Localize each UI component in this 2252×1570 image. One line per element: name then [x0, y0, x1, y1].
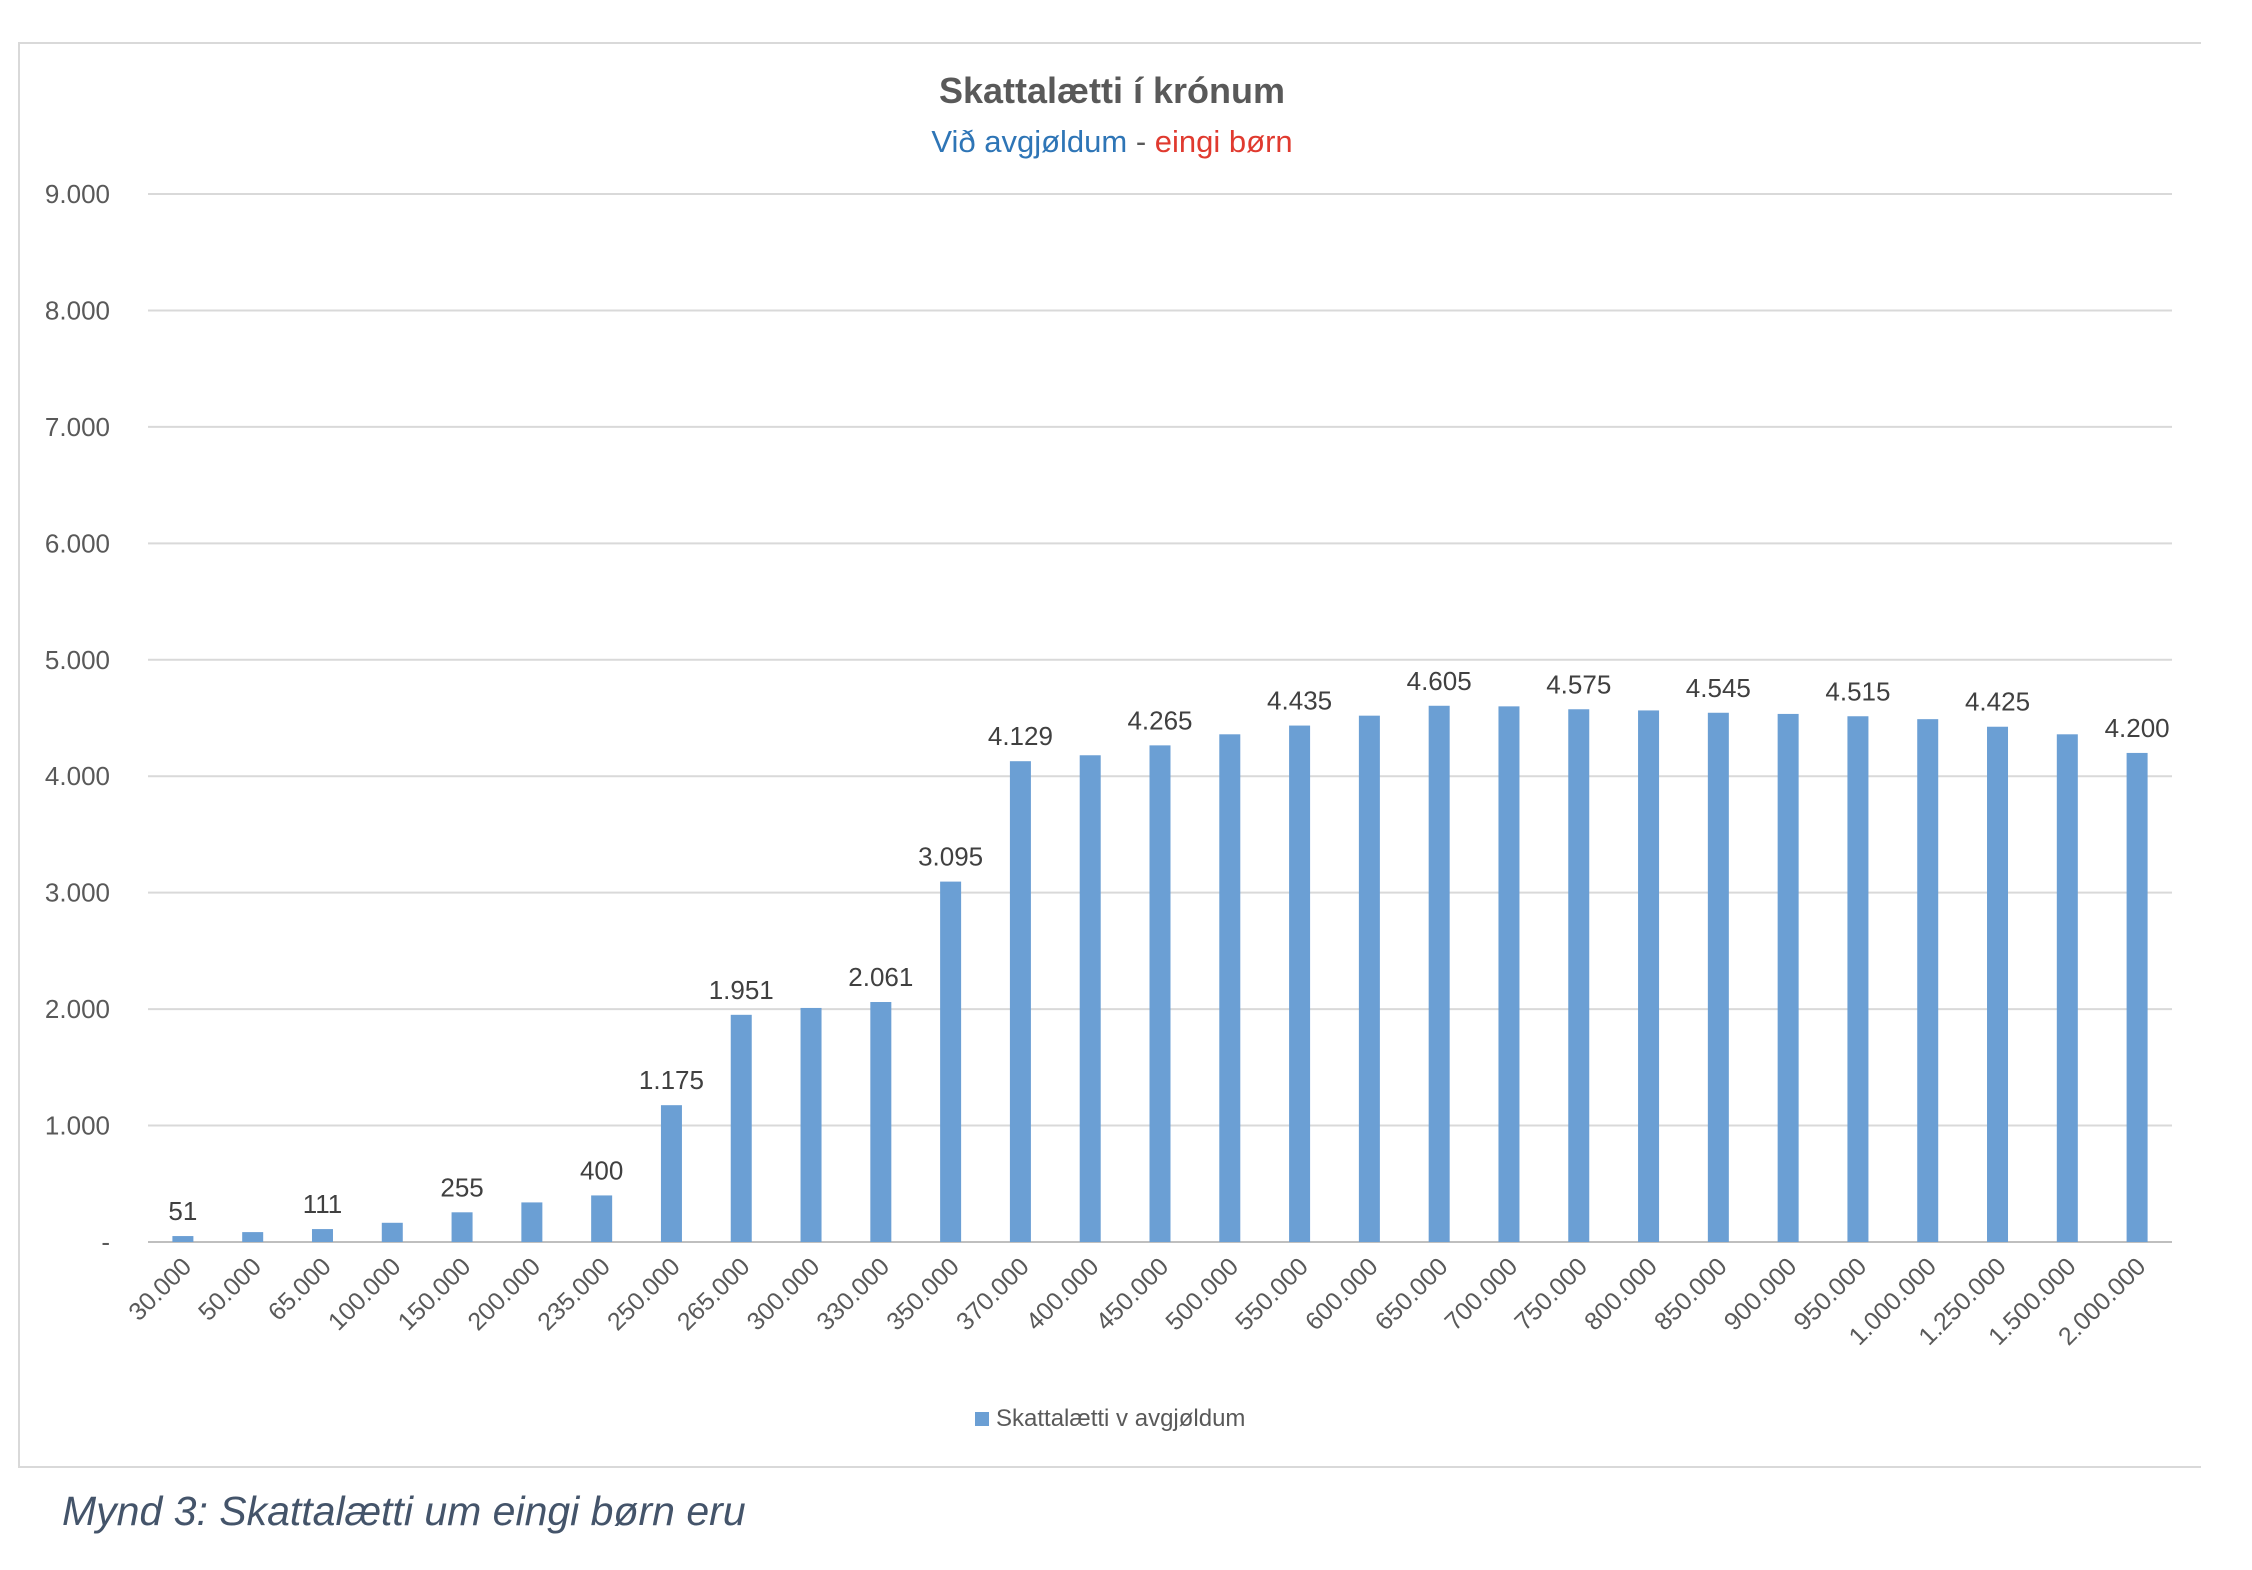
bar: [940, 881, 962, 1242]
x-tick-label: 350.000: [881, 1252, 965, 1336]
x-tick-label: 800.000: [1579, 1252, 1663, 1336]
x-tick-label: 300.000: [742, 1252, 826, 1336]
data-label: 4.425: [1965, 687, 2030, 717]
x-tick-label: 200.000: [462, 1252, 546, 1336]
data-label: 4.545: [1686, 673, 1751, 703]
y-tick-label: 3.000: [45, 878, 110, 908]
data-label: 400: [580, 1155, 623, 1185]
bar: [1079, 755, 1101, 1242]
legend-swatch: [975, 1412, 989, 1426]
x-tick-label: 650.000: [1370, 1252, 1454, 1336]
bar: [172, 1236, 194, 1242]
y-tick-label: 5.000: [45, 645, 110, 675]
bar: [1009, 761, 1031, 1242]
bar: [800, 1007, 822, 1242]
bar-chart: Skattalætti í krónum Við avgjøldum - ein…: [45, 70, 2172, 1432]
data-label: 2.061: [848, 962, 913, 992]
bar: [2126, 752, 2148, 1242]
subtitle-separator: -: [1127, 124, 1155, 159]
y-axis-ticks: - 1.000 2.000 3.000 4.000 5.000 6.000 7.000 8.00…: [45, 179, 110, 1257]
figure-caption: Mynd 3: Skattalætti um eingi børn eru: [62, 1488, 746, 1534]
bar: [1917, 719, 1939, 1242]
bar: [1149, 745, 1171, 1242]
x-tick-label: 250.000: [602, 1252, 686, 1336]
data-label: 1.951: [709, 975, 774, 1005]
bar: [2056, 734, 2078, 1242]
data-label: 4.200: [2105, 713, 2170, 743]
y-tick-label: 1.000: [45, 1111, 110, 1141]
subtitle-part-1: Við avgjøldum: [931, 124, 1127, 159]
data-label: 4.129: [988, 721, 1053, 751]
bar: [381, 1222, 403, 1242]
x-tick-label: 600.000: [1300, 1252, 1384, 1336]
chart-title: Skattalætti í krónum: [939, 70, 1285, 111]
x-tick-label: 330.000: [811, 1252, 895, 1336]
y-tick-label: 7.000: [45, 412, 110, 442]
y-tick-label: 8.000: [45, 295, 110, 325]
data-label: 111: [303, 1189, 343, 1219]
bar: [242, 1232, 264, 1242]
bar: [521, 1202, 543, 1242]
data-label: 3.095: [918, 842, 983, 872]
chart-subtitle: Við avgjøldum - eingi børn: [931, 124, 1292, 159]
x-tick-label: 400.000: [1021, 1252, 1105, 1336]
x-tick-label: 100.000: [323, 1252, 407, 1336]
bar: [1498, 706, 1520, 1242]
legend-label: Skattalætti v avgjøldum: [996, 1405, 1245, 1432]
subtitle-part-2: eingi børn: [1155, 124, 1293, 159]
bar: [591, 1195, 613, 1242]
bar: [730, 1014, 752, 1242]
bar: [311, 1229, 333, 1242]
data-label: 51: [168, 1196, 197, 1226]
x-tick-label: 550.000: [1230, 1252, 1314, 1336]
bar: [1847, 716, 1869, 1242]
x-tick-label: 850.000: [1649, 1252, 1733, 1336]
x-tick-label: 700.000: [1440, 1252, 1524, 1336]
y-tick-label: -: [101, 1227, 110, 1257]
bar: [1777, 713, 1799, 1242]
y-tick-label: 9.000: [45, 179, 110, 209]
bar: [1707, 712, 1729, 1242]
bar: [1289, 725, 1311, 1242]
x-tick-label: 235.000: [532, 1252, 616, 1336]
y-tick-label: 6.000: [45, 528, 110, 558]
data-label: 4.575: [1546, 669, 1611, 699]
x-tick-label: 750.000: [1509, 1252, 1593, 1336]
data-label: 4.605: [1407, 666, 1472, 696]
bar: [451, 1212, 473, 1242]
bar: [1987, 726, 2009, 1242]
bar: [660, 1105, 682, 1242]
data-label: 255: [440, 1172, 483, 1202]
legend: Skattalætti v avgjøldum: [975, 1405, 1245, 1432]
data-label: 4.515: [1825, 676, 1890, 706]
bar: [1638, 710, 1660, 1242]
data-label: 4.265: [1127, 705, 1192, 735]
x-tick-label: 450.000: [1091, 1252, 1175, 1336]
y-tick-label: 4.000: [45, 761, 110, 791]
data-labels: 51 111 255 400 1.175 1.951 2.061 3.095 4.129 4.26…: [168, 666, 2169, 1226]
bar: [1358, 715, 1380, 1242]
bars: [172, 705, 2148, 1242]
data-label: 4.435: [1267, 686, 1332, 716]
bar: [1428, 705, 1450, 1242]
x-tick-label: 370.000: [951, 1252, 1035, 1336]
x-tick-label: 900.000: [1719, 1252, 1803, 1336]
x-tick-label: 30.000: [123, 1252, 197, 1326]
bar: [870, 1002, 892, 1242]
x-tick-label: 500.000: [1160, 1252, 1244, 1336]
data-label: 1.175: [639, 1065, 704, 1095]
x-tick-label: 50.000: [193, 1252, 267, 1326]
bar: [1219, 734, 1241, 1242]
x-tick-label: 150.000: [393, 1252, 477, 1336]
x-tick-label: 265.000: [672, 1252, 756, 1336]
x-axis-ticks: 30.00050.00065.000100.000150.000200.0002…: [123, 1252, 2151, 1350]
y-tick-label: 2.000: [45, 994, 110, 1024]
bar: [1568, 709, 1590, 1242]
